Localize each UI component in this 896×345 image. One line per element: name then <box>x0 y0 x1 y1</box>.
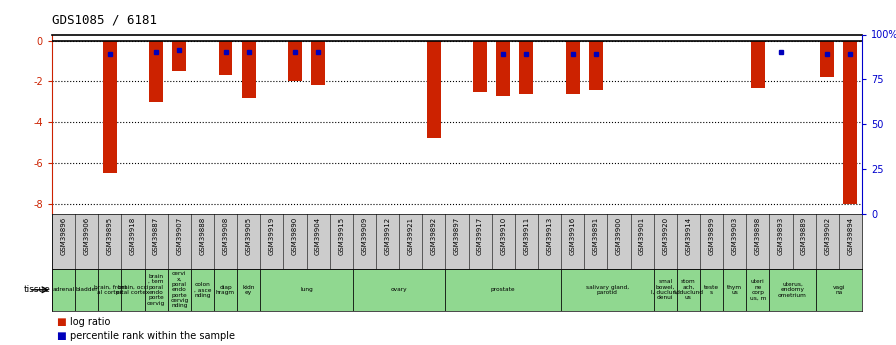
Text: GSM39895: GSM39895 <box>107 217 113 255</box>
Bar <box>426 41 441 138</box>
Text: ■: ■ <box>56 332 66 341</box>
Bar <box>311 41 325 86</box>
Bar <box>473 41 487 91</box>
Text: GSM39907: GSM39907 <box>177 217 182 255</box>
Text: brain, occi
pital cortex: brain, occi pital cortex <box>116 285 150 295</box>
Text: GSM39897: GSM39897 <box>454 217 460 255</box>
Text: GSM39913: GSM39913 <box>547 217 553 255</box>
Text: GSM39894: GSM39894 <box>848 217 853 255</box>
Text: GSM39902: GSM39902 <box>824 217 831 255</box>
Text: GSM39896: GSM39896 <box>61 217 66 255</box>
Text: GSM39917: GSM39917 <box>477 217 483 255</box>
Bar <box>99 269 121 310</box>
Text: brain
, tem
poral
endo
porte
cervig: brain , tem poral endo porte cervig <box>147 274 165 306</box>
Bar <box>723 269 746 310</box>
Bar <box>654 269 676 310</box>
Bar <box>589 41 603 90</box>
Bar <box>121 269 144 310</box>
Text: GSM39893: GSM39893 <box>778 217 784 255</box>
Text: GSM39914: GSM39914 <box>685 217 692 255</box>
Text: teste
s: teste s <box>704 285 719 295</box>
Text: lung: lung <box>300 287 313 292</box>
Bar <box>565 41 580 93</box>
Bar <box>751 41 765 88</box>
Text: GSM39904: GSM39904 <box>315 217 321 255</box>
Bar <box>172 41 186 71</box>
Text: adrenal: adrenal <box>52 287 74 292</box>
Bar <box>770 269 815 310</box>
Bar <box>288 41 302 81</box>
Text: GSM39905: GSM39905 <box>246 217 252 255</box>
Text: percentile rank within the sample: percentile rank within the sample <box>70 332 235 341</box>
Text: diap
hragm: diap hragm <box>216 285 235 295</box>
Text: uterus,
endomy
ometrium: uterus, endomy ometrium <box>778 282 807 298</box>
Bar <box>445 269 561 310</box>
Bar <box>353 269 445 310</box>
Bar <box>260 269 353 310</box>
Text: GSM39892: GSM39892 <box>431 217 437 255</box>
Bar <box>561 269 654 310</box>
Text: brain, front
al cortex: brain, front al cortex <box>93 285 126 295</box>
Bar <box>496 41 510 96</box>
Bar <box>103 41 116 173</box>
Text: GSM39912: GSM39912 <box>384 217 391 255</box>
Text: uteri
ne
corp
us, m: uteri ne corp us, m <box>750 279 766 300</box>
Text: colon
, asce
nding: colon , asce nding <box>194 282 211 298</box>
Text: tissue: tissue <box>23 285 50 294</box>
Text: prostate: prostate <box>491 287 515 292</box>
Text: GSM39918: GSM39918 <box>130 217 136 255</box>
Text: GSM39898: GSM39898 <box>754 217 761 255</box>
Text: GSM39906: GSM39906 <box>83 217 90 255</box>
Bar <box>237 269 260 310</box>
Bar <box>214 269 237 310</box>
Text: kidn
ey: kidn ey <box>243 285 254 295</box>
Bar <box>149 41 163 102</box>
Text: GSM39910: GSM39910 <box>500 217 506 255</box>
Text: GSM39891: GSM39891 <box>593 217 599 255</box>
Bar <box>700 269 723 310</box>
Text: GSM39903: GSM39903 <box>732 217 737 255</box>
Bar <box>520 41 533 93</box>
Text: log ratio: log ratio <box>70 317 110 326</box>
Bar <box>843 41 857 204</box>
Text: vagi
na: vagi na <box>832 285 845 295</box>
Bar <box>815 269 862 310</box>
Text: GSM39919: GSM39919 <box>269 217 275 255</box>
Text: smal
bowel,
l, duclund
denui: smal bowel, l, duclund denui <box>650 279 680 300</box>
Bar <box>219 41 232 75</box>
Text: GSM39911: GSM39911 <box>523 217 530 255</box>
Text: GSM39890: GSM39890 <box>292 217 298 255</box>
Text: GSM39900: GSM39900 <box>616 217 622 255</box>
Text: GDS1085 / 6181: GDS1085 / 6181 <box>52 14 157 27</box>
Text: GSM39901: GSM39901 <box>639 217 645 255</box>
Text: GSM39915: GSM39915 <box>339 217 344 255</box>
Text: GSM39889: GSM39889 <box>801 217 807 255</box>
Text: thym
us: thym us <box>728 285 742 295</box>
Text: salivary gland,
parotid: salivary gland, parotid <box>586 285 629 295</box>
Text: GSM39920: GSM39920 <box>662 217 668 255</box>
Text: cervi
x,
poral
endo
porte
cervig
nding: cervi x, poral endo porte cervig nding <box>170 271 188 308</box>
Text: GSM39909: GSM39909 <box>361 217 367 255</box>
Bar <box>676 269 700 310</box>
Text: GSM39908: GSM39908 <box>222 217 228 255</box>
Text: GSM39921: GSM39921 <box>408 217 414 255</box>
Text: ■: ■ <box>56 317 66 326</box>
Text: GSM39916: GSM39916 <box>570 217 575 255</box>
Bar <box>242 41 255 98</box>
Bar <box>52 269 75 310</box>
Bar <box>746 269 770 310</box>
Bar <box>168 269 191 310</box>
Bar <box>75 269 99 310</box>
Text: GSM39887: GSM39887 <box>153 217 159 255</box>
Text: ovary: ovary <box>391 287 408 292</box>
Bar <box>144 269 168 310</box>
Bar <box>191 269 214 310</box>
Text: GSM39899: GSM39899 <box>709 217 714 255</box>
Text: bladder: bladder <box>75 287 98 292</box>
Bar <box>821 41 834 77</box>
Text: stom
ach,
I, duclund
us: stom ach, I, duclund us <box>674 279 702 300</box>
Text: GSM39888: GSM39888 <box>200 217 205 255</box>
